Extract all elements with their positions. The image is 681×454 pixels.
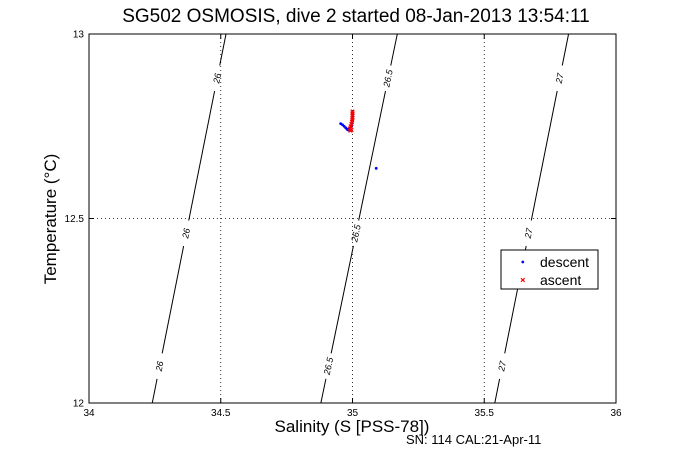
ascent-point — [348, 128, 353, 133]
density-contour-line — [161, 245, 185, 354]
density-contour-line — [358, 90, 386, 221]
legend-label-descent: descent — [540, 254, 589, 270]
x-tick-label: 35 — [347, 408, 359, 419]
contour-label: 26 — [154, 360, 166, 373]
contour-label: 26.5 — [349, 223, 363, 244]
ascent-point — [350, 109, 355, 114]
legend-label-ascent: ascent — [540, 272, 581, 288]
legend-marker-ascent — [520, 277, 526, 283]
legend-box — [500, 249, 599, 290]
descent-point — [374, 166, 378, 170]
footnote: SN: 114 CAL:21-Apr-11 — [406, 432, 541, 447]
contour-label: 26.5 — [381, 68, 395, 89]
x-tick-label: 34.5 — [211, 408, 231, 419]
data-points — [339, 109, 378, 170]
density-contour-line — [494, 378, 501, 404]
legend: descent ascent — [500, 249, 599, 290]
density-contour-line — [188, 90, 216, 221]
contour-label: 27 — [496, 359, 508, 373]
contour-label: 26 — [211, 72, 223, 85]
density-contour-line — [151, 378, 158, 404]
contour-label: 26 — [180, 227, 192, 240]
density-contour-line — [330, 245, 354, 354]
density-contour-line — [561, 33, 570, 66]
y-axis-label: Temperature (°C) — [41, 154, 60, 285]
x-tick-label: 34 — [83, 408, 95, 419]
x-tick-label: 35.5 — [475, 408, 495, 419]
contour-label: 27 — [554, 71, 566, 85]
density-contour-line — [320, 378, 327, 404]
legend-marker-descent — [521, 260, 525, 264]
y-tick-label: 12.5 — [65, 214, 85, 225]
x-axis-label: Salinity (S [PSS-78]) — [275, 417, 430, 436]
y-axis: 12 12.5 13 — [65, 30, 616, 410]
density-contour-line — [390, 33, 398, 66]
density-contour-line — [219, 33, 227, 66]
grid-lines — [89, 34, 616, 403]
contour-label: 27 — [523, 226, 535, 240]
contour-label: 26.5 — [322, 356, 336, 377]
x-tick-label: 36 — [610, 408, 622, 419]
x-axis: 34 34.5 35 35.5 36 — [83, 34, 622, 419]
y-tick-label: 13 — [73, 30, 85, 41]
y-tick-label: 12 — [73, 399, 85, 410]
chart-title: SG502 OSMOSIS, dive 2 started 08-Jan-201… — [122, 6, 590, 27]
density-contour-line — [530, 90, 558, 221]
density-contours: 26 26 26 26.5 26.5 26.5 27 27 27 — [151, 33, 570, 404]
